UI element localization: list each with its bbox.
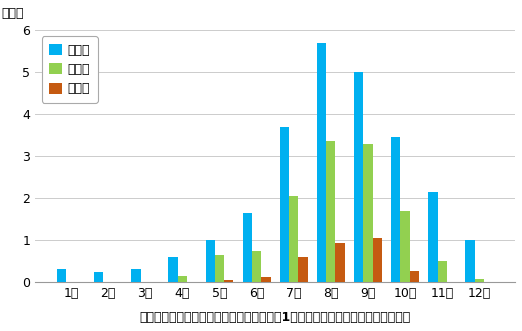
X-axis label: 月別の台風発生・接近・上陸数の平年値（1９９１～２０２０年の３０年平均）: 月別の台風発生・接近・上陸数の平年値（1９９１～２０２０年の３０年平均） [139,311,411,324]
Bar [336,243,345,282]
Bar [243,213,252,282]
Bar [466,240,474,282]
Bar [363,144,373,282]
Bar [261,277,270,282]
Bar [280,127,289,282]
Bar [437,261,447,282]
Bar [474,279,484,282]
Text: （個）: （個） [2,7,24,20]
Bar [428,192,437,282]
Bar [94,272,103,282]
Bar [289,196,299,282]
Bar [373,238,382,282]
Bar [224,280,233,282]
Bar [206,240,215,282]
Bar [299,257,307,282]
Bar [354,72,363,282]
Bar [391,137,400,282]
Bar [400,211,410,282]
Bar [215,255,224,282]
Bar [410,271,419,282]
Bar [177,276,187,282]
Bar [252,251,261,282]
Bar [317,43,326,282]
Legend: 発生数, 接近数, 上陸数: 発生数, 接近数, 上陸数 [42,36,98,103]
Bar [326,141,336,282]
Bar [132,269,140,282]
Bar [169,257,177,282]
Bar [57,269,66,282]
